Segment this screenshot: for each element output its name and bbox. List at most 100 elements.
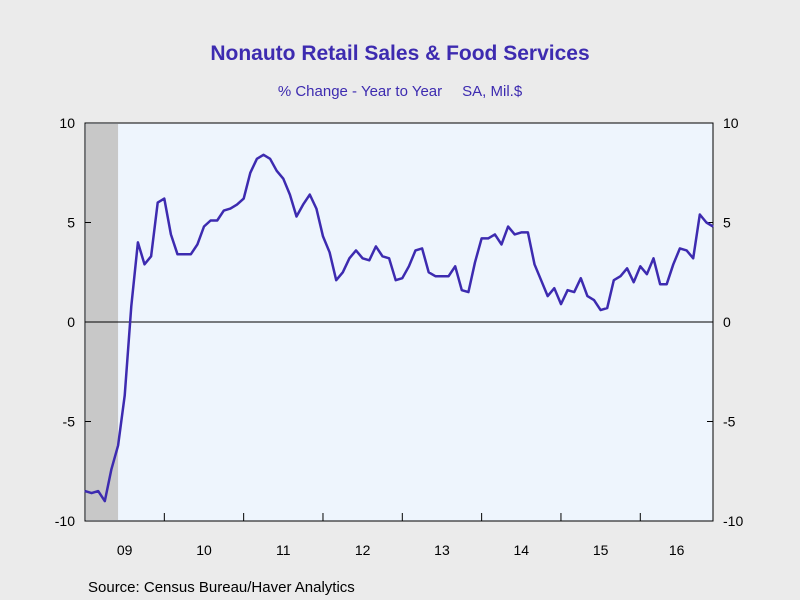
chart-subtitle: % Change - Year to Year SA, Mil.$ xyxy=(278,83,523,100)
data-point xyxy=(494,233,496,235)
data-point xyxy=(388,257,390,259)
data-point xyxy=(295,215,298,218)
data-point xyxy=(507,225,509,228)
data-point xyxy=(176,253,179,255)
data-point xyxy=(137,241,139,243)
series-line xyxy=(84,153,714,503)
data-point xyxy=(322,235,324,237)
data-point xyxy=(401,277,403,279)
data-point xyxy=(500,243,503,245)
data-point xyxy=(553,287,555,289)
data-point xyxy=(646,273,648,275)
data-point xyxy=(533,263,536,265)
y-tick-label-right: -5 xyxy=(723,414,736,430)
data-point xyxy=(150,255,152,257)
data-point xyxy=(289,194,291,196)
data-point xyxy=(276,170,278,172)
x-tick-label: 13 xyxy=(434,542,450,558)
data-point xyxy=(639,265,641,267)
series-points xyxy=(84,154,714,502)
data-point xyxy=(190,253,192,255)
data-point xyxy=(514,233,516,235)
data-point xyxy=(520,231,522,233)
data-point xyxy=(236,204,238,206)
data-point xyxy=(626,267,628,269)
data-point xyxy=(203,225,205,228)
data-point xyxy=(454,265,456,267)
data-point xyxy=(262,154,265,156)
data-point xyxy=(547,295,549,297)
axis-labels: -10 -10 -5 -5 0 0 5 5 10 10 09 10 11 12 13 14 15 16 xyxy=(55,115,744,558)
data-point xyxy=(692,257,694,259)
data-point xyxy=(580,277,582,279)
data-point xyxy=(705,221,708,224)
data-point xyxy=(335,279,337,281)
data-point xyxy=(395,279,397,281)
data-point xyxy=(567,289,569,291)
data-point xyxy=(593,299,595,301)
chart-units: SA, Mil.$ xyxy=(462,83,523,100)
axis-ticks xyxy=(85,122,713,522)
data-point xyxy=(124,395,126,397)
data-point xyxy=(434,275,436,277)
data-point xyxy=(110,468,112,470)
data-point xyxy=(104,500,106,502)
data-point xyxy=(117,444,119,446)
data-point xyxy=(481,237,483,239)
data-point xyxy=(216,219,218,222)
data-point xyxy=(573,291,575,293)
data-point xyxy=(309,194,311,196)
data-point xyxy=(97,490,99,492)
data-point xyxy=(679,247,681,249)
data-point xyxy=(428,271,430,273)
data-point xyxy=(84,490,86,492)
data-point xyxy=(487,237,489,239)
data-point xyxy=(712,225,714,228)
data-point xyxy=(348,257,350,259)
data-point xyxy=(448,275,450,277)
data-point xyxy=(586,295,589,297)
data-point xyxy=(467,291,469,293)
data-point xyxy=(91,492,93,494)
data-point xyxy=(666,283,668,285)
data-point xyxy=(381,255,384,257)
y-tick-label-left: 10 xyxy=(59,115,75,131)
data-point xyxy=(157,202,159,204)
y-tick-label-left: -10 xyxy=(55,513,75,529)
y-tick-label-right: 5 xyxy=(723,215,731,231)
data-point xyxy=(362,257,364,259)
data-point xyxy=(210,219,212,222)
data-point xyxy=(315,208,317,210)
data-point xyxy=(600,309,602,311)
data-point xyxy=(342,271,344,273)
y-tick-label-right: 10 xyxy=(723,115,739,131)
data-point xyxy=(527,231,529,233)
data-point xyxy=(414,249,417,251)
chart-subtitle-text: % Change - Year to Year xyxy=(278,83,442,100)
data-point xyxy=(269,158,271,160)
data-point xyxy=(441,275,443,277)
data-point xyxy=(243,198,245,200)
data-point xyxy=(355,249,357,251)
data-point xyxy=(461,289,463,291)
data-point xyxy=(282,178,284,180)
data-point xyxy=(170,233,172,235)
x-tick-label: 15 xyxy=(593,542,609,558)
data-point xyxy=(672,263,674,265)
x-tick-label: 11 xyxy=(276,542,291,558)
data-point xyxy=(686,249,688,251)
x-tick-label: 16 xyxy=(669,542,685,558)
data-point xyxy=(699,213,701,216)
data-point xyxy=(223,210,225,212)
data-point xyxy=(302,204,304,206)
data-point xyxy=(633,281,635,283)
data-point xyxy=(183,253,185,255)
data-point xyxy=(229,208,231,210)
data-point xyxy=(560,303,562,305)
y-tick-label-left: -5 xyxy=(63,414,76,430)
data-point xyxy=(619,275,622,277)
y-tick-label-right: 0 xyxy=(723,314,731,330)
y-tick-label-right: -10 xyxy=(723,513,743,529)
x-tick-label: 10 xyxy=(196,542,212,558)
data-point xyxy=(375,245,377,247)
